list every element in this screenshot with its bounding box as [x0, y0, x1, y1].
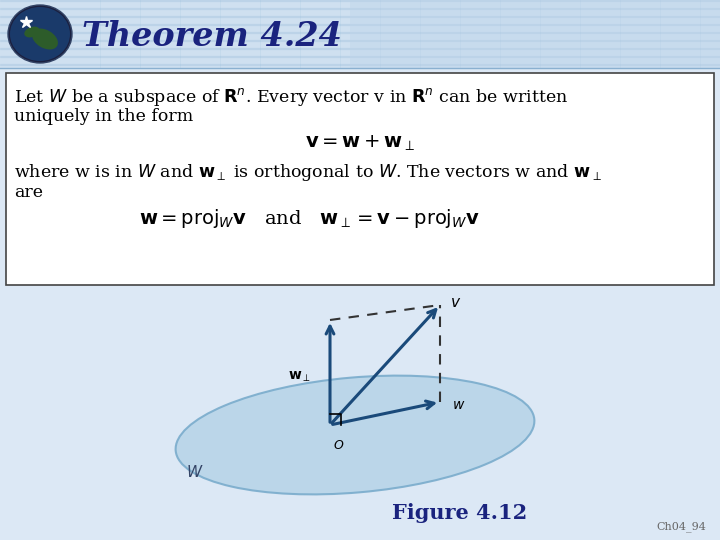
Text: 4.81 b: 4.81 b	[180, 412, 211, 422]
Text: $w$: $w$	[452, 398, 465, 412]
Text: $\mathbf{v} = \mathbf{w} + \mathbf{w}_{\perp}$: $\mathbf{v} = \mathbf{w} + \mathbf{w}_{\…	[305, 134, 415, 153]
Text: Ry. aTi.oo3a: Ry. aTi.oo3a	[490, 302, 548, 312]
Bar	[0, 285, 720, 540]
Text: $O$: $O$	[333, 439, 344, 452]
Ellipse shape	[24, 26, 40, 37]
Text: $\mathbf{w}_{\perp}$: $\mathbf{w}_{\perp}$	[289, 370, 312, 384]
Bar	[0, 68, 720, 540]
Bar	[0, 40, 720, 41]
Ellipse shape	[32, 29, 58, 50]
Ellipse shape	[10, 7, 70, 61]
Bar	[0, 24, 720, 25]
Text: 3.14 b: 3.14 b	[490, 332, 521, 342]
Text: uniquely in the form: uniquely in the form	[14, 108, 193, 125]
Text: 3.14 b: 3.14 b	[180, 332, 211, 342]
Bar	[0, 0, 720, 68]
Ellipse shape	[176, 376, 534, 495]
Text: Let $\mathit{W}$ be a subspace of $\mathbf{R}^{\mathit{n}}$. Every vector v in $: Let $\mathit{W}$ be a subspace of $\math…	[14, 86, 568, 108]
Text: p 4.71: p 4.71	[490, 362, 521, 372]
Bar	[0, 32, 720, 33]
FancyBboxPatch shape	[6, 73, 714, 285]
Text: 4.78 b: 4.78 b	[490, 387, 521, 397]
Bar	[0, 0, 720, 1]
Text: where w is in $\mathit{W}$ and $\mathbf{w}_{\perp}$ is orthogonal to $\mathit{W}: where w is in $\mathit{W}$ and $\mathbf{…	[14, 162, 602, 183]
Bar	[0, 16, 720, 17]
Text: are: are	[14, 184, 43, 201]
Text: $\mathit{W}$: $\mathit{W}$	[186, 464, 204, 480]
Bar	[0, 8, 720, 9]
Bar	[350, 0, 720, 68]
Text: p 4.71: p 4.71	[180, 362, 211, 372]
Text: $v$: $v$	[450, 296, 462, 310]
Bar	[0, 48, 720, 49]
Text: Figure 4.12: Figure 4.12	[392, 503, 528, 523]
Text: 4.78 b: 4.78 b	[180, 387, 211, 397]
Text: Theorem 4.24: Theorem 4.24	[82, 19, 342, 52]
Text: Ch04_94: Ch04_94	[656, 521, 706, 532]
Text: Ry. aTi.oo3a: Ry. aTi.oo3a	[180, 302, 238, 312]
Bar	[0, 64, 720, 65]
Text: $\mathbf{w} = \mathrm{proj}_{\mathit{W}}\mathbf{v}$   and   $\mathbf{w}_{\perp} : $\mathbf{w} = \mathrm{proj}_{\mathit{W}}…	[140, 207, 480, 230]
Ellipse shape	[8, 5, 72, 63]
Bar	[0, 56, 720, 57]
Text: 4.81 b: 4.81 b	[490, 412, 521, 422]
